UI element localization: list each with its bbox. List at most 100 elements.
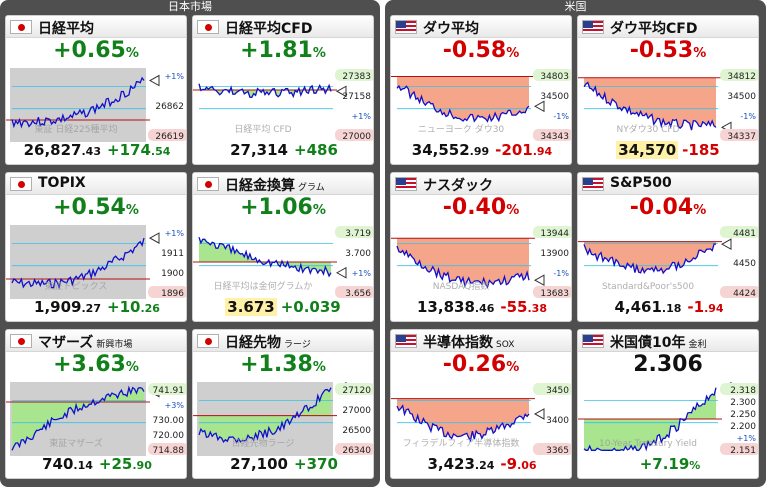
- price-summary: 740.14 +25.90: [6, 454, 186, 476]
- current-price-marker-icon: [533, 274, 545, 287]
- chart-fill-area: [199, 387, 331, 443]
- axis-label: 34337: [727, 132, 756, 142]
- price-change: +10.26: [107, 298, 160, 316]
- price-change-integer: +25: [98, 455, 133, 473]
- card-title-text: ダウ平均: [423, 21, 479, 37]
- change-percent-value: +1.38: [240, 352, 313, 377]
- card-sp500[interactable]: S&P500 -0.04% Standard&Poor's500 4481 4450 44…: [577, 172, 759, 322]
- axis-label: 3400: [546, 416, 569, 426]
- card-sox[interactable]: 半導体指数 SOX -0.26% フィラデルフィア半導体指数 3450 3400 3365 3…: [390, 329, 572, 479]
- card-nikkei-futures[interactable]: 日経先物 ラージ +1.38% 日経先物ラージ 27120 27000 26500 26340…: [192, 329, 374, 479]
- high-value-badge: [533, 383, 571, 395]
- change-percent-value: -0.53: [629, 38, 694, 63]
- card-title-text: 半導体指数: [423, 335, 493, 351]
- change-percent-value: -0.04: [629, 195, 694, 220]
- axis-label: 3.719: [345, 229, 371, 239]
- chart-watermark: 東証マザーズ: [49, 437, 103, 449]
- change-percent: -0.04%: [578, 195, 758, 225]
- card-header: マザーズ 新興市場: [6, 330, 186, 352]
- low-value-badge: [720, 286, 758, 298]
- price-change-decimal: .90: [132, 459, 152, 472]
- change-percent: +1.06%: [193, 195, 373, 225]
- card-title: TOPIX: [38, 175, 86, 191]
- card-nikkei-cfd[interactable]: 日経平均CFD +1.81% 日経平均 CFD 27383 27158 +1% 27000 2…: [192, 15, 374, 165]
- axis-label: -1%: [740, 112, 756, 121]
- card-subtitle: グラム: [298, 183, 325, 193]
- chart-fill-area: [397, 76, 529, 122]
- chart-fill-area: [397, 398, 529, 441]
- card-title: 半導体指数 SOX: [423, 332, 514, 352]
- percent-unit: %: [506, 360, 520, 375]
- card-title: ダウ平均CFD: [610, 18, 697, 38]
- price-summary: 1,909.27 +10.26: [6, 297, 186, 319]
- price-change: +0.039: [281, 298, 341, 316]
- low-value-badge: [148, 443, 186, 455]
- card-title: 米国債10年 金利: [610, 332, 707, 352]
- current-price: 3.673: [225, 298, 277, 316]
- intraday-chart: 10-Year Treasury Yield 2.318 2.300 2.250 2.2…: [578, 382, 758, 456]
- card-title: 日経金換算 グラム: [225, 175, 325, 195]
- axis-label: 730.00: [153, 416, 185, 426]
- axis-label: 3365: [546, 446, 569, 456]
- current-price: 3,423.24: [425, 455, 496, 473]
- chart-watermark: 東証トピックス: [45, 280, 108, 292]
- current-price: 4,461.18: [612, 298, 683, 316]
- us-market-title: 米国: [564, 0, 587, 13]
- card-title-text: TOPIX: [38, 175, 86, 191]
- price-change: +7.19%: [640, 455, 701, 473]
- high-value-badge: [720, 383, 758, 395]
- price-change-decimal: .94: [704, 302, 724, 315]
- price-change-integer: +10: [107, 298, 141, 316]
- price-summary: 13,838.46 -55.38: [391, 297, 571, 319]
- card-nikkei-average[interactable]: 日経平均 +0.65% 東証 日経225種平均 +1% 26862 26619 26,827…: [5, 15, 187, 165]
- percent-unit: %: [506, 203, 520, 218]
- card-subtitle: ラージ: [284, 340, 311, 350]
- axis-label: 27120: [342, 386, 371, 396]
- card-topix[interactable]: TOPIX +0.54% 東証トピックス +1% 1911 1900 1896 1,909.2…: [5, 172, 187, 322]
- price-change-decimal: .26: [140, 302, 160, 315]
- current-price-integer: 1,909: [34, 298, 82, 316]
- current-price-decimal: .24: [474, 459, 495, 472]
- card-title-text: 日経先物: [225, 335, 281, 351]
- card-subtitle: 金利: [688, 340, 707, 350]
- axis-label: -1%: [553, 112, 569, 121]
- chart-watermark: Standard&Poor's500: [602, 282, 694, 292]
- price-line: [198, 83, 332, 99]
- card-nasdaq[interactable]: ナスダック -0.40% NASDAQ指数 13944 13900 -1% 13683 13,…: [390, 172, 572, 322]
- card-title-text: ダウ平均CFD: [610, 21, 698, 37]
- card-dow-average[interactable]: ダウ平均 -0.58% ニューヨーク ダウ30 34803 34500 -1% 34343 3…: [390, 15, 572, 165]
- price-change-integer: -9: [500, 455, 518, 473]
- card-nikkei-gold[interactable]: 日経金換算 グラム +1.06% 日経平均は金何グラムか 3.719 3.700 +1% 3.…: [192, 172, 374, 322]
- axis-label: 2.300: [730, 398, 756, 408]
- axis-label: 714.88: [153, 446, 185, 456]
- axis-label: 34803: [540, 72, 569, 82]
- current-price-integer: 3.673: [227, 298, 275, 316]
- price-line: [583, 243, 717, 275]
- high-value-badge: [720, 226, 758, 238]
- change-percent: 2.306: [578, 352, 758, 382]
- card-us-10y-treasury[interactable]: 米国債10年 金利 2.306 10-Year Treasury Yield 2.318…: [577, 329, 759, 479]
- high-value-badge: [335, 226, 373, 238]
- current-price-integer: 27,100: [230, 455, 288, 473]
- axis-label: +1%: [352, 112, 372, 121]
- axis-label: 13900: [540, 249, 569, 259]
- price-change-decimal: .54: [150, 145, 171, 158]
- price-change: +370: [294, 455, 338, 473]
- chart-background: [10, 225, 146, 299]
- change-percent-value: +0.65: [53, 38, 126, 63]
- card-header: ダウ平均CFD: [578, 16, 758, 38]
- price-change-decimal: %: [689, 459, 701, 472]
- card-title-text: 日経平均CFD: [225, 21, 313, 37]
- price-line: [396, 84, 530, 123]
- price-change-integer: -201: [495, 141, 533, 159]
- low-value-badge: [720, 129, 758, 141]
- card-dow-cfd[interactable]: ダウ平均CFD -0.53% NYダウ30 CFD 34812 34500 -1% 3433…: [577, 15, 759, 165]
- card-mothers[interactable]: マザーズ 新興市場 +3.63% 東証マザーズ 741.91 +3% 730.00 720.0…: [5, 329, 187, 479]
- price-change: -55.38: [500, 298, 547, 316]
- current-price-marker-icon: [148, 74, 160, 87]
- current-price-marker-icon: [335, 85, 347, 98]
- low-value-badge: [148, 286, 186, 298]
- price-summary: +7.19%: [578, 454, 758, 476]
- card-title: マザーズ 新興市場: [38, 332, 132, 352]
- card-title: ダウ平均: [423, 18, 479, 38]
